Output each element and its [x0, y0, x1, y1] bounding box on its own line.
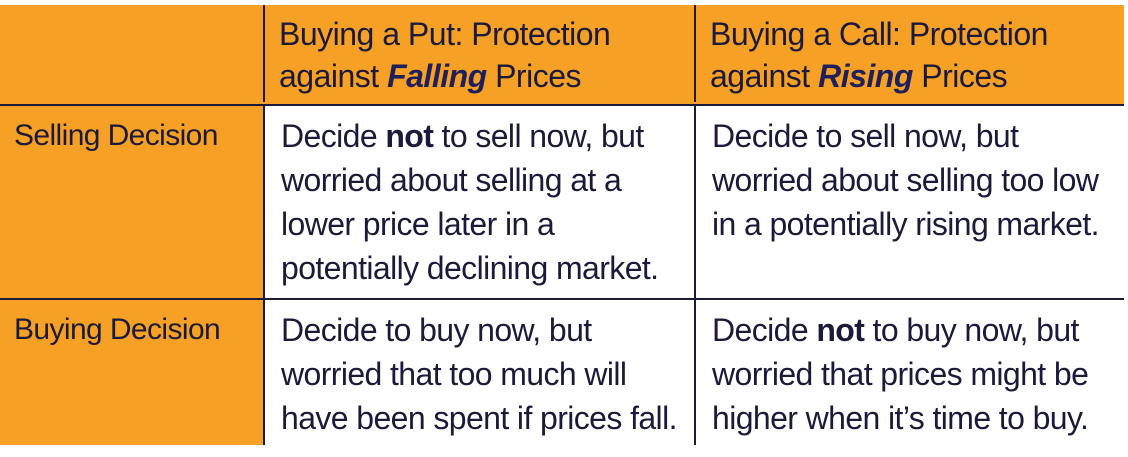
buying-call-prefix: Decide	[712, 312, 817, 348]
header-put-suffix: Prices	[486, 58, 581, 94]
header-put-cell: Buying a Put: Protection against Falling…	[263, 5, 694, 102]
table-row-selling: Selling Decision Decide not to sell now,…	[0, 106, 1124, 300]
selling-call-prefix: Decide to sell now, but worried about se…	[712, 118, 1100, 242]
buying-call-cell: Decide not to buy now, but worried that …	[694, 300, 1124, 445]
header-call-prefix: against	[710, 58, 819, 94]
header-corner-cell	[0, 5, 263, 102]
row-label-selling: Selling Decision	[0, 106, 263, 298]
table-row-buying: Buying Decision Decide to buy now, but w…	[0, 300, 1124, 445]
header-put-prefix: against	[279, 58, 388, 94]
header-call-cell: Buying a Call: Protection against Rising…	[694, 5, 1124, 102]
header-call-suffix: Prices	[912, 58, 1008, 94]
buying-call-bold: not	[816, 312, 865, 348]
selling-put-prefix: Decide	[281, 118, 386, 154]
selling-put-bold: not	[385, 118, 434, 154]
selling-put-cell: Decide not to sell now, but worried abou…	[263, 106, 694, 298]
header-put-emphasis: Falling	[387, 58, 487, 94]
options-comparison-table: Buying a Put: Protection against Falling…	[0, 5, 1124, 445]
row-label-buying: Buying Decision	[0, 300, 263, 445]
table-header-row: Buying a Put: Protection against Falling…	[0, 5, 1124, 106]
buying-put-prefix: Decide to buy now, but worried that too …	[281, 312, 677, 436]
selling-put-suffix: to sell now, but worried about selling a…	[281, 118, 659, 286]
header-put-line1: Buying a Put: Protection	[279, 16, 611, 52]
selling-call-cell: Decide to sell now, but worried about se…	[694, 106, 1124, 298]
header-call-line1: Buying a Call: Protection	[710, 16, 1048, 52]
buying-call-suffix: to buy now, but worried that prices migh…	[712, 312, 1089, 436]
header-call-emphasis: Rising	[818, 58, 913, 94]
buying-put-cell: Decide to buy now, but worried that too …	[263, 300, 694, 445]
